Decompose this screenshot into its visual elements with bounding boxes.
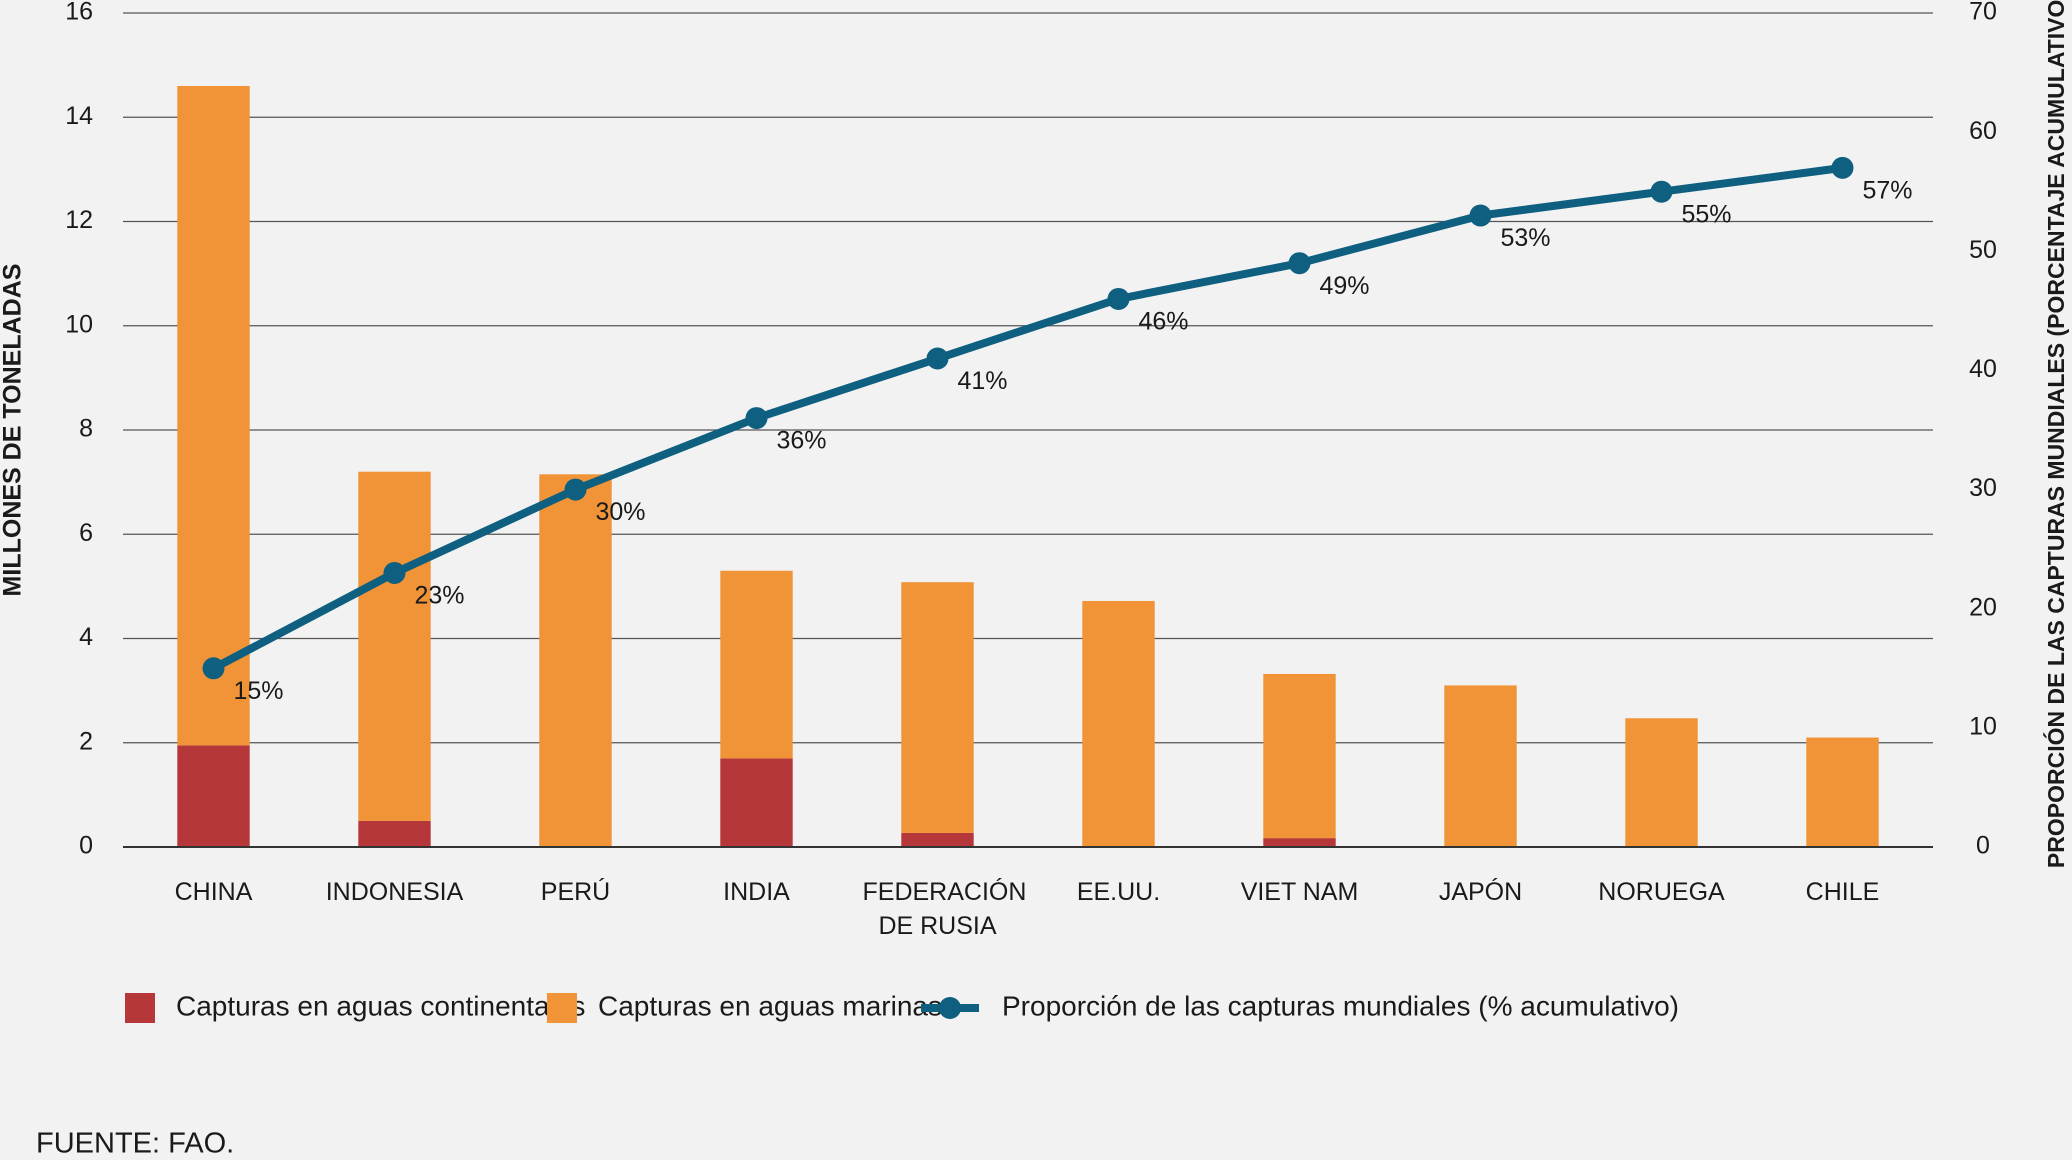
- legend-marker: [939, 997, 961, 1019]
- y2-tick-label: 70: [1969, 0, 1997, 26]
- bar-segment: [720, 758, 793, 847]
- bar-segment: [720, 570, 793, 759]
- y-tick-label: 10: [65, 310, 93, 338]
- data-label: 23%: [414, 582, 464, 610]
- y-tick-label: 0: [79, 832, 93, 860]
- line-point: [202, 657, 225, 680]
- bar-segment: [1806, 737, 1879, 847]
- y-tick-label: 6: [79, 519, 93, 547]
- data-label: 57%: [1862, 176, 1912, 204]
- bar-segment: [901, 832, 974, 847]
- x-tick-label: CHINA: [174, 878, 253, 906]
- x-tick-label: VIET NAM: [1240, 878, 1359, 906]
- legend-label: Proporción de las capturas mundiales (% …: [1002, 990, 1679, 1021]
- data-label: 41%: [957, 367, 1007, 395]
- y2-tick-label: 10: [1969, 712, 1997, 740]
- legend-label: Capturas en aguas continentales: [176, 990, 585, 1021]
- y-tick-label: 14: [65, 102, 93, 130]
- y2-tick-label: 50: [1969, 236, 1997, 264]
- y2-tick-label: 30: [1969, 474, 1997, 502]
- line-point: [383, 561, 406, 584]
- line-point: [1288, 252, 1311, 275]
- y-tick-label: 2: [79, 727, 93, 755]
- y2-tick-label: 60: [1969, 117, 1997, 145]
- data-label: 30%: [595, 498, 645, 526]
- data-label: 36%: [776, 427, 826, 455]
- bar-segment: [358, 471, 431, 821]
- bar-segment: [1082, 600, 1155, 847]
- bar-segment: [358, 820, 431, 847]
- y-tick-label: 12: [65, 206, 93, 234]
- line-point: [1107, 287, 1130, 310]
- y-tick-label: 8: [79, 415, 93, 443]
- bar-segment: [1444, 685, 1517, 847]
- y2-tick-label: 0: [1976, 832, 1990, 860]
- y-tick-label: 4: [79, 623, 93, 651]
- x-tick-label: PERÚ: [540, 878, 611, 906]
- data-label: 49%: [1319, 272, 1369, 300]
- bar-segment: [177, 745, 250, 847]
- x-tick-label: CHILE: [1805, 878, 1880, 906]
- line-point: [745, 407, 768, 430]
- source: FUENTE: FAO.: [36, 1128, 234, 1160]
- legend-label: Capturas en aguas marinas: [598, 990, 942, 1021]
- line-point: [564, 478, 587, 501]
- x-tick-label: INDONESIA: [325, 878, 464, 906]
- y-axis-title: MILLONES DE TONELADAS: [0, 264, 27, 597]
- data-label: 46%: [1138, 308, 1188, 336]
- bar-segment: [1263, 673, 1336, 839]
- bar-segment: [177, 85, 250, 746]
- line-point: [1650, 180, 1673, 203]
- y2-axis-title: PROPORCIÓN DE LAS CAPTURAS MUNDIALES (PO…: [2042, 0, 2069, 868]
- x-tick-label: NORUEGA: [1598, 878, 1725, 906]
- legend-swatch: [547, 993, 577, 1023]
- bar-segment: [1625, 718, 1698, 847]
- line-point: [1469, 204, 1492, 227]
- data-label: 55%: [1681, 200, 1731, 228]
- y-tick-label: 16: [65, 0, 93, 26]
- data-label: 15%: [233, 677, 283, 705]
- bar-segment: [1263, 838, 1336, 847]
- x-tick-label: JAPÓN: [1438, 878, 1523, 906]
- y2-tick-label: 20: [1969, 593, 1997, 621]
- bar-segment: [901, 582, 974, 833]
- bar-segment: [539, 474, 612, 847]
- data-label: 53%: [1500, 224, 1550, 252]
- line-point: [1831, 156, 1854, 179]
- x-tick-label: EE.UU.: [1076, 878, 1161, 906]
- y2-tick-label: 40: [1969, 355, 1997, 383]
- legend-swatch: [125, 993, 155, 1023]
- x-tick-label: INDIA: [723, 878, 790, 906]
- x-tick-label: FEDERACIÓN DE RUSIA: [862, 878, 1027, 940]
- line: [211, 163, 1844, 672]
- line-point: [926, 347, 949, 370]
